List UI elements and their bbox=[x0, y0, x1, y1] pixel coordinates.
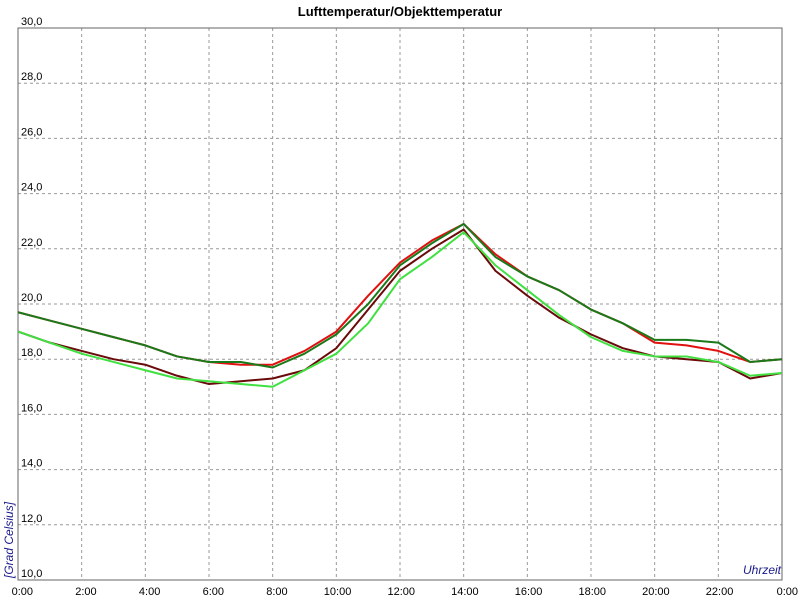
x-tick-label: 0:00 bbox=[12, 586, 33, 598]
y-tick-label: 22,0 bbox=[21, 237, 42, 249]
y-tick-label: 14,0 bbox=[21, 458, 42, 470]
x-tick-label: 22:00 bbox=[706, 586, 734, 598]
y-tick-label: 24,0 bbox=[21, 182, 42, 194]
y-axis-label: [Grad Celsius] bbox=[2, 501, 16, 579]
x-tick-label: 14:00 bbox=[451, 586, 479, 598]
y-tick-label: 28,0 bbox=[21, 71, 42, 83]
y-tick-label: 10,0 bbox=[21, 568, 42, 580]
x-tick-label: 20:00 bbox=[642, 586, 670, 598]
y-tick-label: 12,0 bbox=[21, 513, 42, 525]
y-tick-label: 18,0 bbox=[21, 347, 42, 359]
x-tick-label: 10:00 bbox=[324, 586, 352, 598]
y-tick-label: 16,0 bbox=[21, 402, 42, 414]
x-tick-label: 4:00 bbox=[139, 586, 160, 598]
x-tick-label: 12:00 bbox=[387, 586, 415, 598]
x-tick-label: 18:00 bbox=[578, 586, 606, 598]
x-tick-label: 6:00 bbox=[203, 586, 224, 598]
plot-border bbox=[17, 27, 783, 581]
series-line bbox=[17, 222, 783, 369]
x-tick-label: 0:00 bbox=[777, 586, 798, 598]
chart-title: Lufttemperatur/Objekttemperatur bbox=[298, 4, 502, 19]
series-line bbox=[17, 231, 783, 388]
y-tick-label: 20,0 bbox=[21, 292, 42, 304]
y-tick-label: 30,0 bbox=[21, 16, 42, 28]
x-tick-label: 8:00 bbox=[266, 586, 287, 598]
x-tick-label: 16:00 bbox=[515, 586, 543, 598]
x-tick-label: 2:00 bbox=[75, 586, 96, 598]
x-axis-label: Uhrzeit bbox=[743, 563, 782, 577]
y-tick-label: 26,0 bbox=[21, 126, 42, 138]
